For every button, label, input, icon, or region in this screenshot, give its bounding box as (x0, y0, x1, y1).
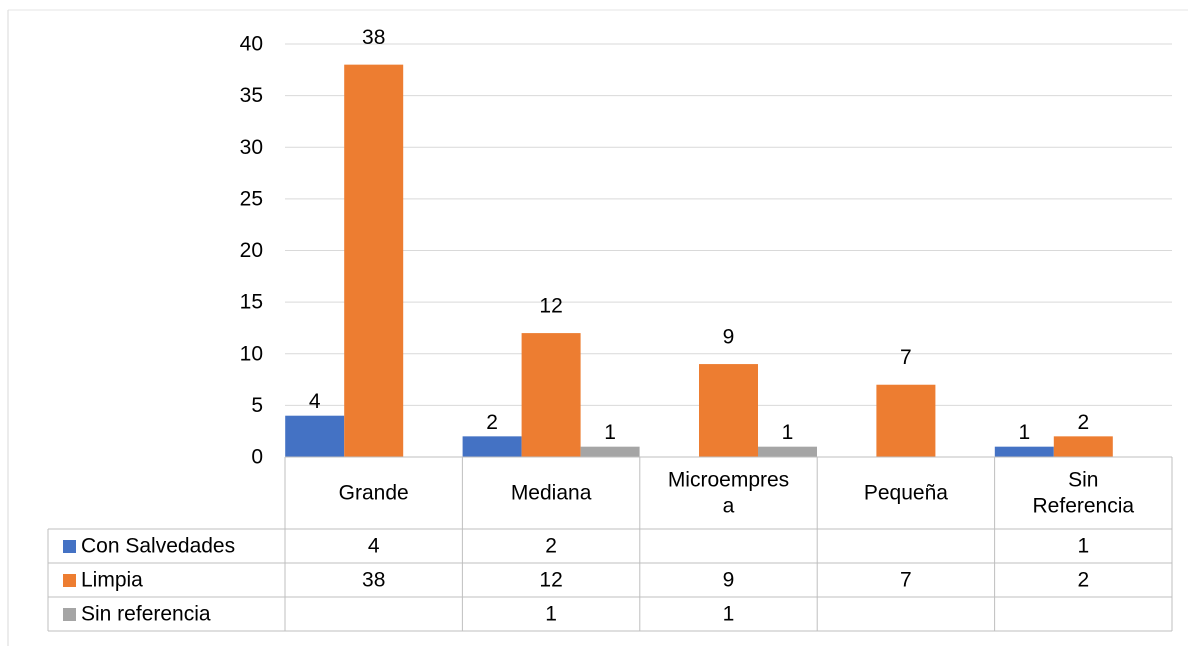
bar-2 (876, 384, 936, 457)
data-label: 7 (900, 346, 912, 369)
y-tick-label: 25 (240, 187, 263, 210)
y-tick-label: 0 (251, 446, 263, 469)
y-tick-label: 15 (240, 291, 263, 314)
x-category-label: Pequeña (864, 482, 948, 505)
bar-2 (1053, 436, 1113, 457)
table-cell: 2 (1077, 569, 1089, 592)
table-cell: 1 (1077, 535, 1089, 558)
data-label: 4 (309, 390, 321, 413)
x-category-label: a (723, 495, 735, 518)
x-category-label: Grande (339, 482, 409, 505)
y-tick-label: 35 (240, 84, 263, 107)
data-label: 1 (782, 421, 794, 444)
y-tick-label: 5 (251, 394, 263, 417)
bar-1 (285, 415, 345, 457)
data-label: 2 (1077, 411, 1089, 434)
y-tick-label: 20 (240, 239, 263, 262)
data-label: 1 (604, 421, 616, 444)
table-cell: 9 (723, 569, 735, 592)
x-category-label: Sin (1068, 469, 1098, 492)
bar-2 (521, 333, 581, 457)
legend-label: Con Salvedades (81, 535, 235, 558)
x-category-label: Mediana (511, 482, 592, 505)
table-cell: 1 (545, 603, 557, 626)
table-cell: 4 (368, 535, 380, 558)
x-category-label: Microempres (668, 469, 789, 492)
data-label: 9 (723, 326, 735, 349)
data-label: 38 (362, 26, 385, 49)
legend-swatch (63, 574, 76, 587)
legend-swatch (63, 540, 76, 553)
legend-label: Limpia (81, 569, 143, 592)
x-category-label: Referencia (1033, 495, 1135, 518)
data-label: 12 (539, 295, 562, 318)
legend-swatch (63, 608, 76, 621)
table-cell: 12 (539, 569, 562, 592)
bar-3 (758, 446, 817, 457)
bar-1 (462, 436, 522, 457)
y-tick-label: 40 (240, 33, 263, 56)
data-label: 2 (486, 411, 498, 434)
bar-1 (994, 446, 1054, 457)
table-cell: 1 (723, 603, 735, 626)
table-cell: 2 (545, 535, 557, 558)
data-label: 1 (1018, 421, 1030, 444)
table-cell: 38 (362, 569, 385, 592)
y-tick-label: 10 (240, 342, 263, 365)
table-cell: 7 (900, 569, 912, 592)
bar-2 (699, 364, 758, 457)
y-tick-label: 30 (240, 136, 263, 159)
legend-label: Sin referencia (81, 603, 211, 626)
bar-2 (344, 64, 404, 458)
bar-3 (580, 446, 640, 457)
